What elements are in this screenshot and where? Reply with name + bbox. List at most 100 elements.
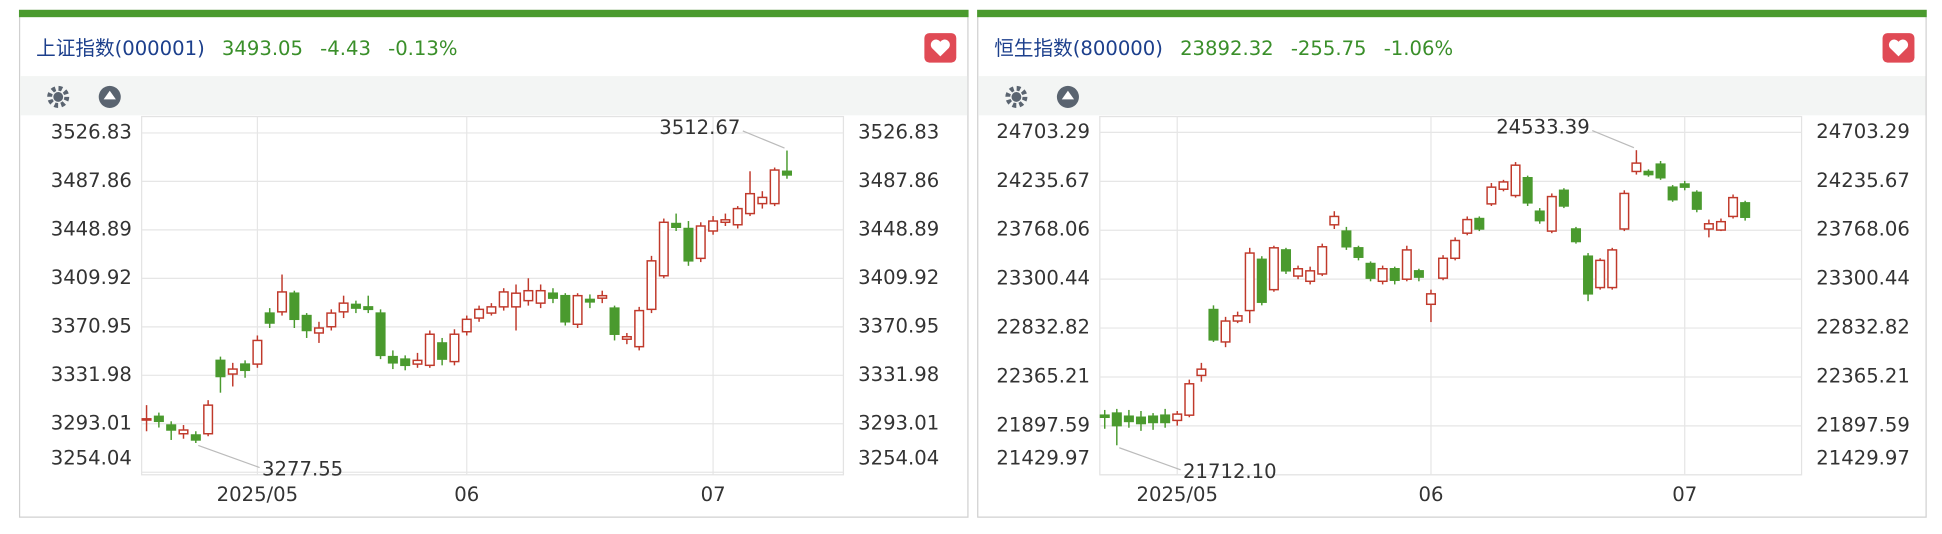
candle-body	[1619, 192, 1630, 230]
collapse-arrow	[103, 90, 116, 100]
candle-body	[535, 289, 546, 304]
low-annotation: 3277.55	[262, 458, 343, 481]
y-tick-label: 3526.83	[51, 120, 132, 143]
candle-body	[1583, 255, 1594, 295]
candle-body	[1160, 414, 1171, 424]
candle-body	[1305, 270, 1316, 283]
candle-body	[264, 312, 275, 324]
x-tick-label: 2025/05	[217, 483, 298, 506]
low-leader	[1119, 447, 1181, 471]
candle-body	[1172, 413, 1183, 422]
candle-body	[1389, 268, 1400, 281]
candle-body	[1522, 177, 1533, 204]
candle-body	[240, 363, 251, 372]
high-leader	[742, 130, 785, 149]
candle-body	[1148, 415, 1159, 424]
y-tick-label-right: 24235.67	[1816, 169, 1910, 192]
candle-body	[1715, 220, 1727, 231]
y-tick-label-right: 21429.97	[1816, 446, 1910, 469]
candle-body	[1184, 383, 1195, 416]
y-tick-label: 3370.95	[51, 314, 132, 337]
stock-panel: 恒生指数(800000) 23892.32 -255.75 -1.06% 21429.9…	[977, 9, 1927, 518]
y-tick-label: 21429.97	[996, 446, 1090, 469]
candle-body	[1643, 170, 1654, 176]
y-tick-label-right: 3370.95	[858, 314, 939, 337]
low-annotation: 21712.10	[1183, 460, 1277, 483]
y-tick-label-right: 3409.92	[858, 266, 939, 289]
y-tick-label-right: 24703.29	[1816, 120, 1910, 143]
candle-body	[646, 260, 657, 311]
candle-body	[695, 225, 706, 260]
candle-body	[547, 292, 559, 299]
collapse-arrow	[1061, 90, 1075, 100]
y-tick-label: 24235.67	[996, 169, 1090, 192]
candle-body	[1631, 162, 1642, 173]
gear-inner	[53, 92, 64, 102]
favorite-heart	[930, 39, 950, 57]
settings-button[interactable]	[1005, 85, 1028, 108]
candle-body	[658, 221, 669, 277]
y-tick-label-right: 23768.06	[1816, 218, 1910, 241]
high-annotation: 3512.67	[659, 116, 740, 139]
candle-body	[449, 333, 460, 363]
y-tick-label: 22365.21	[996, 364, 1090, 387]
candle-body	[387, 355, 398, 364]
candle-body	[153, 415, 164, 423]
settings-button[interactable]	[47, 85, 70, 108]
y-tick-label-right: 3331.98	[858, 363, 939, 386]
y-tick-label: 3409.92	[51, 266, 132, 289]
candle-body	[1438, 257, 1449, 279]
candle-body	[474, 308, 485, 319]
candle-body	[744, 192, 756, 215]
candle-body	[1256, 258, 1267, 303]
candle-body	[523, 289, 534, 302]
collapse-button[interactable]	[1056, 85, 1079, 108]
candle-body	[1655, 163, 1666, 179]
candle-body	[1099, 414, 1110, 419]
candle-body	[1570, 228, 1582, 243]
x-tick-label: 2025/05	[1136, 483, 1217, 506]
plot-frame	[141, 115, 845, 476]
candle-body	[178, 429, 189, 435]
candle-body	[634, 309, 645, 348]
y-tick-label-right: 3254.04	[858, 446, 939, 469]
high-leader	[1591, 129, 1635, 149]
index-name: 恒生指数(800000)	[994, 37, 1163, 60]
candle-body	[720, 219, 731, 224]
candle-body	[252, 339, 263, 365]
y-tick-label-right: 21897.59	[1816, 413, 1910, 436]
candle-body	[363, 306, 374, 311]
candle-body	[1595, 259, 1606, 289]
y-tick-label: 3487.86	[51, 169, 132, 192]
candle-body	[584, 298, 595, 303]
toolbar	[20, 76, 968, 116]
candle-body	[597, 294, 608, 299]
candle-body	[400, 358, 411, 367]
candle-body	[1679, 183, 1690, 188]
candle-body	[1268, 247, 1279, 291]
y-tick-label: 22832.82	[996, 316, 1090, 339]
index-change-pct: -0.13%	[388, 37, 457, 60]
candle-body	[289, 292, 300, 321]
candle-body	[1728, 196, 1739, 218]
high-annotation: 24533.39	[1496, 116, 1590, 139]
candle-body	[141, 418, 152, 421]
candle-body	[313, 327, 325, 334]
candle-body	[621, 335, 632, 340]
candle-body	[1353, 247, 1364, 258]
candle-body	[1667, 186, 1678, 201]
candle-body	[1607, 249, 1618, 289]
collapse-button[interactable]	[98, 85, 121, 108]
panel-top-bar	[18, 9, 969, 18]
candle-body	[671, 222, 682, 228]
stock-panel: 上证指数(000001) 3493.05 -4.43 -0.13% 3254.04 325…	[18, 9, 969, 518]
favorite-button[interactable]	[1882, 33, 1915, 63]
candle-body	[708, 220, 719, 232]
candle-body	[757, 196, 768, 205]
candle-body	[1220, 320, 1231, 343]
candle-body	[1341, 230, 1352, 248]
favorite-button[interactable]	[924, 33, 957, 63]
candle-body	[1558, 189, 1569, 207]
